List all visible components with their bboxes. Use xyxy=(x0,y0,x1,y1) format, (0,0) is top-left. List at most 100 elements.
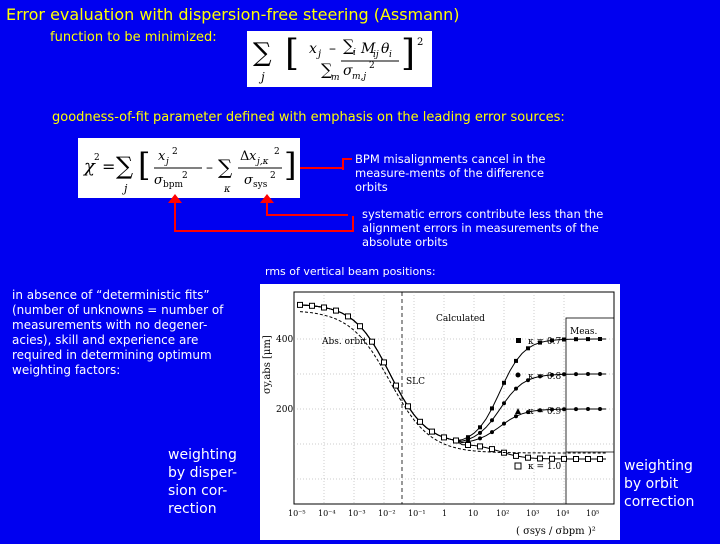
curve-k08-marker xyxy=(526,378,530,383)
y-axis-label: σy,abs [μm] xyxy=(262,335,273,394)
curve-k10-marker xyxy=(369,338,375,345)
label-k09: κ = 0.9 xyxy=(528,407,561,417)
curve-k07-marker xyxy=(490,406,494,411)
svg-text:i: i xyxy=(389,50,392,60)
y-tick-400: 400 xyxy=(276,335,293,345)
svg-text:sys: sys xyxy=(253,180,268,190)
curve-k08-marker xyxy=(538,374,542,379)
chi-squared-equation: χ 2 = ∑ j [ x j 2 σ bpm 2 – ∑ κ Δ x j,κ … xyxy=(78,138,300,198)
svg-text:j,κ: j,κ xyxy=(255,157,269,167)
function-label: function to be minimized: xyxy=(50,30,217,45)
curve-k08-marker xyxy=(550,372,554,377)
x-tick-4: 10⁻¹ xyxy=(408,509,426,518)
marker-k10 xyxy=(514,462,522,470)
svg-text:2: 2 xyxy=(369,61,375,71)
curve-k07-marker xyxy=(550,338,554,343)
svg-text:x: x xyxy=(158,149,166,164)
svg-text:∑: ∑ xyxy=(253,38,272,68)
curve-k07-marker xyxy=(526,346,530,351)
svg-text:χ: χ xyxy=(82,156,96,177)
svg-text:σ: σ xyxy=(343,63,353,79)
x-tick-10: 10⁵ xyxy=(586,509,599,518)
curve-k10-marker xyxy=(321,304,327,311)
svg-text:[: [ xyxy=(138,146,150,184)
arrow-left-vertical xyxy=(174,200,176,232)
x-ticks: 10⁻⁵ 10⁻⁴ 10⁻³ 10⁻² 10⁻¹ 1 10 10² 10³ 10… xyxy=(288,509,599,518)
svg-text:j: j xyxy=(164,157,169,167)
svg-text:Δ: Δ xyxy=(240,149,249,164)
svg-text:i: i xyxy=(353,48,356,58)
rms-label: rms of vertical beam positions: xyxy=(265,265,436,278)
svg-text:m,j: m,j xyxy=(352,72,366,82)
curve-k09-marker xyxy=(538,408,542,413)
svg-text:x: x xyxy=(249,149,257,164)
svg-text:bpm: bpm xyxy=(163,180,184,190)
curve-k10-marker xyxy=(477,443,483,450)
curve-k10-marker xyxy=(585,456,591,462)
bpm-connector-line xyxy=(300,167,344,169)
svg-text:m: m xyxy=(331,73,340,83)
equation-2-svg: χ 2 = ∑ j [ x j 2 σ bpm 2 – ∑ κ Δ x j,κ … xyxy=(82,146,296,195)
x-tick-6: 10 xyxy=(468,509,478,518)
equation-1-svg: ∑ j [ x j – ∑ i M ij θ i ∑ m σ m,j 2 ] 2 xyxy=(253,33,423,84)
curve-k09-marker xyxy=(550,407,554,412)
curve-k10-marker xyxy=(465,442,471,448)
curve-k07-marker xyxy=(538,340,542,345)
curve-k09-marker xyxy=(514,414,518,419)
curve-k10-marker xyxy=(297,301,303,308)
curve-k10-marker xyxy=(453,437,459,444)
curve-k10-marker xyxy=(357,323,363,330)
x-tick-8: 10³ xyxy=(526,509,539,518)
arrow-left-horizontal xyxy=(174,230,354,232)
svg-text:–: – xyxy=(206,160,213,176)
svg-text:2: 2 xyxy=(182,171,188,181)
svg-text:=: = xyxy=(102,157,115,176)
bpm-connector-vertical xyxy=(342,158,344,170)
svg-text:∑: ∑ xyxy=(321,60,333,79)
curve-k08-marker xyxy=(586,372,590,376)
curve-k10-marker xyxy=(333,307,339,314)
svg-text:j: j xyxy=(121,182,128,195)
curve-k10-marker xyxy=(513,452,519,459)
curve-k07-marker xyxy=(478,425,482,430)
curve-k10-marker xyxy=(549,455,555,462)
x-tick-3: 10⁻² xyxy=(378,509,396,518)
curve-k07-marker xyxy=(586,337,590,342)
rms-plot-svg: 400 200 σy,abs [μm] 10⁻⁵ 10⁻⁴ 10⁻³ 10⁻² … xyxy=(262,291,615,537)
svg-text:σ: σ xyxy=(244,173,254,188)
curve-k10-marker xyxy=(597,456,603,462)
svg-text:j: j xyxy=(316,49,321,60)
curve-k08-marker xyxy=(490,418,494,423)
marker-k07 xyxy=(516,338,521,343)
x-tick-9: 10⁴ xyxy=(556,509,569,518)
arrow-join-vertical xyxy=(352,216,354,232)
weighting-orbit-label: weighting by orbit correction xyxy=(624,458,695,510)
curve-k07-marker xyxy=(514,358,518,363)
curve-k08-marker xyxy=(478,430,482,435)
label-k10: κ = 1.0 xyxy=(528,462,561,472)
curve-k10-marker xyxy=(381,359,387,366)
svg-text:θ: θ xyxy=(381,41,390,57)
minimized-function-equation: ∑ j [ x j – ∑ i M ij θ i ∑ m σ m,j 2 ] 2 xyxy=(247,31,432,87)
curve-k10-marker xyxy=(537,455,543,462)
curve-k10-marker xyxy=(345,313,351,320)
svg-text:–: – xyxy=(329,41,336,57)
x-tick-0: 10⁻⁵ xyxy=(288,509,306,518)
page-title: Error evaluation with dispersion-free st… xyxy=(6,5,460,24)
svg-text:σ: σ xyxy=(154,173,164,188)
systematic-note: systematic errors contribute less than t… xyxy=(362,207,604,249)
label-k08: κ = 0.8 xyxy=(528,372,561,382)
marker-k08 xyxy=(515,372,521,378)
bpm-connector-tip xyxy=(342,158,352,160)
svg-text:2: 2 xyxy=(94,153,100,163)
curve-k10-marker xyxy=(417,418,423,425)
curve-k07-marker xyxy=(466,435,470,440)
curve-k10-marker xyxy=(429,428,435,435)
curve-k10-marker xyxy=(525,454,531,461)
curve-k08-marker xyxy=(574,372,578,377)
svg-text:2: 2 xyxy=(172,147,178,157)
curve-k08-marker xyxy=(598,372,602,376)
curve-k07-marker xyxy=(574,337,578,342)
label-slc: SLC xyxy=(406,377,425,387)
svg-text:∑: ∑ xyxy=(218,155,233,179)
